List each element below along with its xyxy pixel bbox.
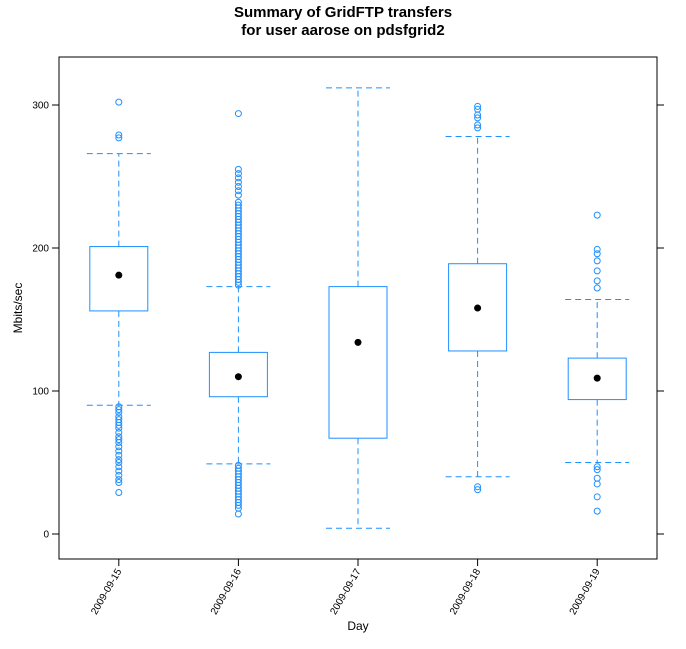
outlier-point (115, 459, 123, 466)
x-axis: 2009-09-15 2009-09-16 2009-09-17 2009-09-18… (89, 559, 603, 617)
outlier-point (474, 124, 482, 132)
outlier-point (234, 278, 242, 286)
outlier-point (115, 447, 123, 455)
outlier-point (474, 114, 482, 122)
box-group (206, 110, 271, 518)
outlier-point (474, 121, 482, 129)
box-iqr (328, 286, 388, 439)
outlier-point (234, 183, 242, 191)
box-group (326, 87, 390, 529)
median-point (354, 338, 362, 346)
outlier-point (115, 421, 123, 429)
outlier-point (115, 98, 123, 106)
outlier-point (115, 479, 123, 487)
y-tick-label: 300 (32, 101, 49, 112)
outlier-point (593, 257, 601, 265)
x-axis-label: Day (347, 619, 368, 633)
x-tick-label: 2009-09-15 (89, 567, 124, 617)
outlier-point (593, 463, 601, 471)
outlier-point (115, 467, 123, 475)
outlier-point (234, 178, 242, 186)
x-tick-label: 2009-09-18 (448, 567, 483, 617)
outlier-point (474, 111, 482, 119)
outlier-point (115, 134, 123, 142)
outlier-point (593, 466, 601, 474)
outlier-point (115, 489, 123, 497)
outlier-point (115, 463, 123, 471)
outlier-point (115, 443, 123, 451)
median-point (474, 304, 482, 312)
outlier-point (234, 191, 242, 199)
outlier-point (115, 406, 123, 414)
outlier-point (593, 474, 601, 482)
outlier-point (474, 483, 482, 491)
outlier-point (115, 131, 123, 139)
chart-title: Summary of GridFTP transfers (234, 4, 452, 21)
box-group (445, 102, 510, 494)
median-point (115, 271, 123, 279)
outlier-point (474, 102, 482, 110)
outlier-point (115, 408, 123, 416)
outlier-point (593, 507, 601, 515)
outlier-point (115, 451, 123, 459)
median-point (234, 373, 242, 381)
outlier-point (115, 456, 123, 464)
outlier-point (474, 486, 482, 494)
outlier-point (593, 480, 601, 488)
outlier-point (234, 174, 242, 182)
outlier-point (234, 281, 242, 289)
box-group (86, 98, 151, 497)
y-axis-label: Mbits/sec (11, 283, 25, 334)
outlier-point (234, 510, 242, 518)
outlier-point (593, 250, 601, 258)
chart-subtitle: for user aarose on pdsfgrid2 (241, 22, 444, 39)
outlier-point (593, 277, 601, 285)
outlier-point (593, 211, 601, 219)
outlier-point (234, 501, 242, 509)
outlier-point (115, 428, 123, 436)
outlier-point (593, 267, 601, 275)
x-tick-label: 2009-09-19 (568, 567, 603, 617)
outlier-point (234, 170, 242, 178)
y-axis: 0 100 200 300 (32, 101, 664, 541)
box-group (565, 211, 630, 515)
y-tick-label: 200 (32, 244, 49, 255)
outlier-point (234, 187, 242, 195)
outlier-point (593, 493, 601, 501)
outlier-point (115, 476, 123, 484)
box-iqr (89, 246, 149, 312)
outlier-point (234, 165, 242, 173)
x-tick-label: 2009-09-17 (328, 567, 363, 617)
median-point (593, 374, 601, 382)
outlier-point (115, 436, 123, 444)
y-tick-label: 0 (43, 530, 49, 541)
box-series (86, 87, 630, 529)
outlier-point (234, 110, 242, 118)
x-tick-label: 2009-09-16 (209, 567, 244, 617)
outlier-point (115, 471, 123, 479)
outlier-point (593, 245, 601, 253)
outlier-point (115, 424, 123, 432)
outlier-point (115, 438, 123, 446)
y-tick-label: 100 (32, 387, 49, 398)
outlier-point (593, 284, 601, 292)
